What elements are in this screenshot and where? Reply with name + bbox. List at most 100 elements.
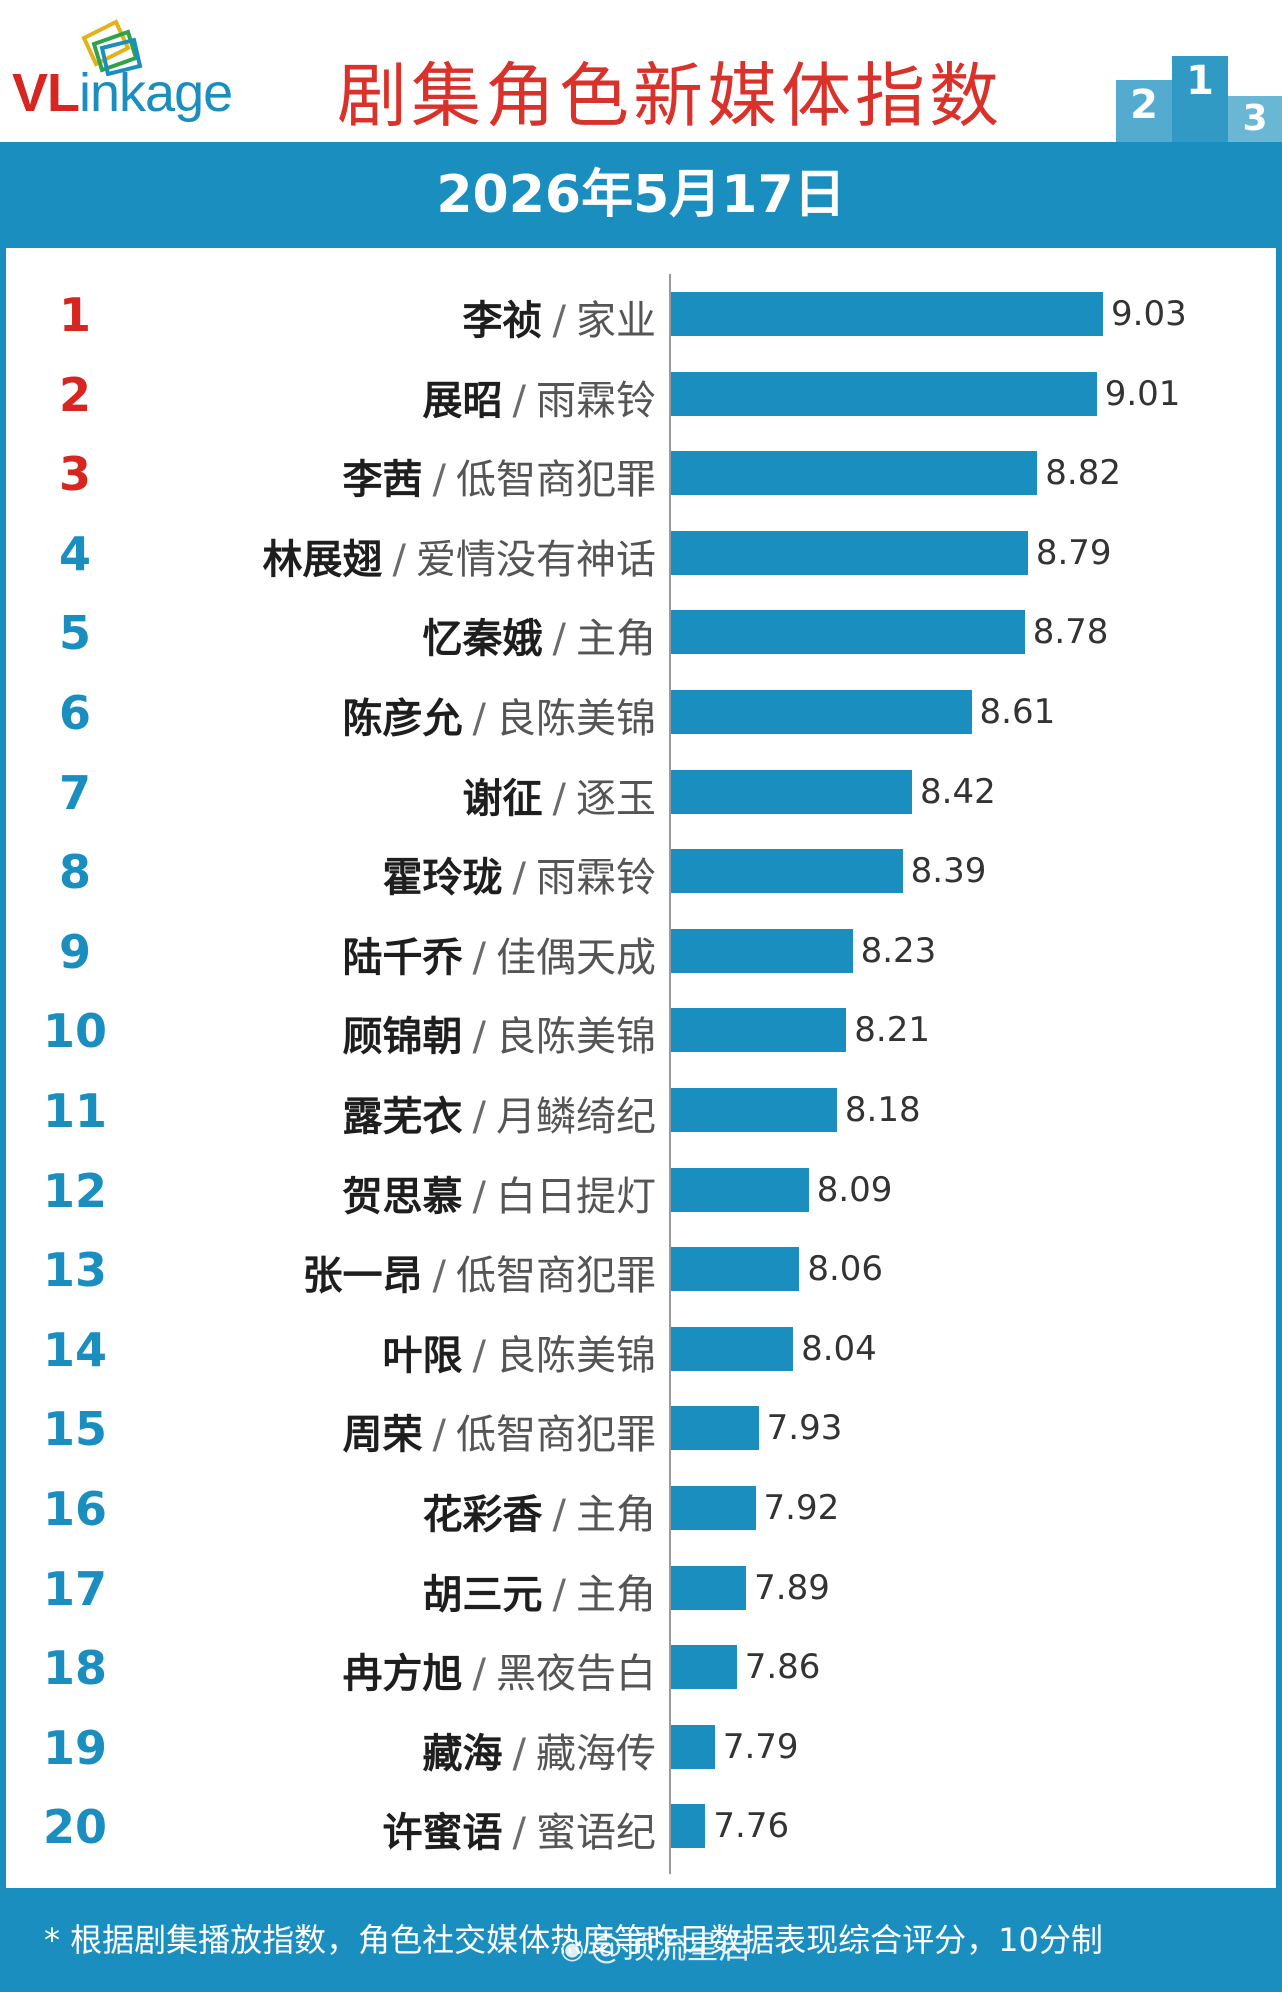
- label-separator: /: [552, 298, 566, 344]
- rank-number: 14: [42, 1322, 107, 1377]
- character-name: 贺思慕: [342, 1173, 463, 1220]
- bar-value-label: 7.93: [766, 1408, 843, 1449]
- category-label: 陈彦允 / 良陈美锦: [343, 686, 656, 744]
- character-name: 忆秦娥: [422, 616, 543, 663]
- bar-value-label: 8.79: [1035, 532, 1112, 573]
- chart-row: 8 霍玲珑 / 雨霖铃 8.39: [0, 831, 1282, 910]
- bar: [671, 371, 1097, 416]
- drama-title: 蜜语纪: [536, 1810, 656, 1857]
- category-label: 李祯 / 家业: [463, 288, 656, 346]
- category-label: 李茜 / 低智商犯罪: [343, 447, 656, 505]
- category-label: 霍玲珑 / 雨霖铃: [383, 845, 656, 903]
- category-label: 陆千乔 / 佳偶天成: [343, 925, 656, 983]
- chart-row: 3 李茜 / 低智商犯罪 8.82: [0, 433, 1282, 512]
- label-separator: /: [472, 1332, 486, 1379]
- bar: [671, 690, 972, 734]
- category-label: 贺思慕 / 白日提灯: [343, 1164, 656, 1222]
- bar: [671, 1326, 794, 1371]
- category-label: 露芜衣 / 月鳞绮纪: [343, 1084, 656, 1142]
- bar-value-label: 8.82: [1045, 453, 1121, 494]
- vlinkage-logo: VLinkage: [12, 18, 282, 128]
- header: VLinkage 剧集角色新媒体指数 2 1 3: [0, 0, 1282, 142]
- bar: [671, 292, 1103, 336]
- bar: [671, 769, 913, 814]
- bar: [671, 1008, 847, 1053]
- bar: [671, 1486, 756, 1530]
- chart-row: 11 露芜衣 / 月鳞绮纪 8.18: [0, 1070, 1282, 1149]
- chart-row: 9 陆千乔 / 佳偶天成 8.23: [0, 911, 1282, 990]
- bar-value-label: 7.79: [722, 1726, 799, 1767]
- drama-title: 藏海传: [536, 1730, 656, 1777]
- character-name: 花彩香: [422, 1492, 543, 1538]
- label-separator: /: [512, 855, 526, 902]
- date-text: 2026年5月17日: [436, 165, 846, 225]
- weibo-icon: ◉: [560, 1932, 585, 1965]
- chart-row: 20 许蜜语 / 蜜语纪 7.76: [0, 1786, 1282, 1865]
- drama-title: 低智商犯罪: [456, 1412, 656, 1459]
- character-name: 陆千乔: [342, 934, 463, 981]
- drama-title: 黑夜告白: [496, 1651, 656, 1698]
- bar-value-label: 8.04: [801, 1328, 877, 1369]
- bar: [671, 849, 903, 894]
- chart-row: 7 谢征 / 逐玉 8.42: [0, 752, 1282, 831]
- rank-number: 12: [42, 1163, 107, 1218]
- bar-value-label: 8.61: [979, 692, 1056, 732]
- category-label: 谢征 / 逐玉: [463, 766, 656, 824]
- rank-number: 11: [42, 1084, 107, 1138]
- label-separator: /: [552, 1571, 566, 1618]
- footer: * 根据剧集播放指数，角色社交媒体热度等昨日数据表现综合评分，10分制: [0, 1888, 1282, 1992]
- chart-row: 4 林展翅 / 爱情没有神话 8.79: [0, 513, 1282, 592]
- date-banner: 2026年5月17日: [0, 142, 1282, 248]
- chart-row: 6 陈彦允 / 良陈美锦 8.61: [0, 672, 1282, 751]
- category-label: 叶限 / 良陈美锦: [383, 1323, 656, 1381]
- drama-title: 佳偶天成: [496, 934, 656, 981]
- bar: [671, 1804, 706, 1849]
- bar: [671, 1247, 800, 1292]
- drama-title: 主角: [576, 616, 656, 663]
- chart-row: 14 叶限 / 良陈美锦 8.04: [0, 1309, 1282, 1388]
- page-title: 剧集角色新媒体指数: [337, 55, 1003, 137]
- label-separator: /: [392, 536, 406, 583]
- category-label: 冉方旭 / 黑夜告白: [343, 1641, 656, 1699]
- rank-number: 15: [42, 1402, 107, 1457]
- bar-value-label: 7.92: [763, 1488, 840, 1528]
- label-separator: /: [472, 696, 486, 742]
- drama-title: 家业: [576, 298, 656, 344]
- drama-title: 良陈美锦: [496, 1332, 656, 1379]
- character-name: 谢征: [462, 775, 543, 822]
- rank-number: 16: [42, 1482, 107, 1536]
- chart-row: 17 胡三元 / 主角 7.89: [0, 1548, 1282, 1627]
- label-separator: /: [512, 1730, 526, 1777]
- bar: [671, 1565, 747, 1610]
- logo-text: VLinkage: [12, 63, 233, 123]
- bar: [671, 1645, 737, 1690]
- character-name: 陈彦允: [342, 696, 463, 742]
- character-name: 叶限: [382, 1332, 463, 1379]
- label-separator: /: [472, 1651, 486, 1698]
- label-separator: /: [472, 1094, 486, 1140]
- chart-axis-line: [669, 274, 671, 1874]
- svg-text:1: 1: [1186, 58, 1214, 104]
- rank-number: 7: [58, 765, 91, 820]
- category-label: 胡三元 / 主角: [423, 1562, 656, 1620]
- bar-value-label: 8.23: [860, 930, 937, 971]
- character-name: 胡三元: [422, 1571, 543, 1618]
- category-label: 许蜜语 / 蜜语纪: [383, 1800, 656, 1858]
- footer-note: * 根据剧集播放指数，角色社交媒体热度等昨日数据表现综合评分，10分制: [44, 1921, 1103, 1959]
- character-name: 冉方旭: [342, 1651, 463, 1698]
- rank-number: 20: [42, 1800, 107, 1855]
- drama-title: 主角: [576, 1492, 656, 1538]
- bar-value-label: 8.09: [816, 1169, 893, 1210]
- label-separator: /: [472, 934, 486, 981]
- character-name: 霍玲珑: [382, 855, 503, 902]
- bar-value-label: 9.03: [1111, 294, 1187, 334]
- category-label: 花彩香 / 主角: [423, 1482, 656, 1540]
- bar-value-label: 8.39: [910, 851, 987, 892]
- watermark: ◉ @顶流星启: [560, 1928, 751, 1966]
- label-separator: /: [472, 1173, 486, 1220]
- rank-number: 2: [58, 367, 91, 422]
- bar-value-label: 7.89: [754, 1567, 830, 1608]
- rank-number: 10: [42, 1004, 107, 1059]
- chart-row: 12 贺思慕 / 白日提灯 8.09: [0, 1150, 1282, 1229]
- category-label: 忆秦娥 / 主角: [423, 606, 656, 664]
